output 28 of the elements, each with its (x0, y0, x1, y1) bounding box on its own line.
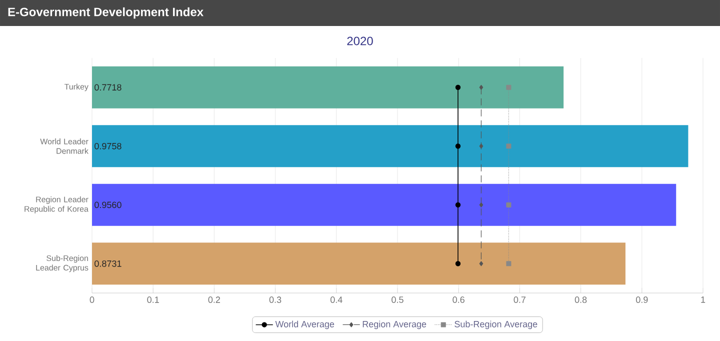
bar (92, 242, 626, 285)
x-tick-label: 0.1 (147, 296, 159, 303)
x-tick-label: 0.3 (269, 296, 282, 303)
x-tick-label: 0.2 (208, 296, 220, 303)
x-tick-label: 0.9 (636, 296, 648, 303)
y-tick-label: World Leader Denmark (40, 138, 88, 154)
x-tick-label: 0.4 (330, 296, 342, 303)
data-label: 0.9758 (94, 142, 122, 150)
x-tick-label: 1 (701, 296, 706, 303)
data-label: 0.9560 (94, 202, 122, 208)
chart-title: E-Government Development Index (8, 7, 204, 19)
data-label: 0.7718 (94, 84, 122, 91)
x-tick-label: 0 (90, 296, 94, 303)
y-tick-label: Sub-Region Leader Cyprus (36, 255, 88, 272)
x-tick-label: 0.5 (392, 296, 404, 303)
legend-label: World Average (275, 320, 334, 330)
x-tick-label: 0.6 (452, 296, 464, 303)
y-tick-label: Region Leader Republic of Korea (24, 196, 88, 214)
bar (92, 184, 676, 226)
chart-subtitle: 2020 (347, 36, 373, 46)
legend-label: Sub-Region Average (454, 320, 538, 330)
data-label: 0.8731 (94, 260, 122, 267)
x-tick-label: 0.7 (514, 296, 526, 303)
x-tick-label: 0.8 (574, 296, 587, 303)
y-tick-label: Turkey (64, 84, 88, 92)
bar (92, 125, 688, 168)
legend-label: Region Average (362, 320, 426, 330)
bar (92, 66, 564, 108)
